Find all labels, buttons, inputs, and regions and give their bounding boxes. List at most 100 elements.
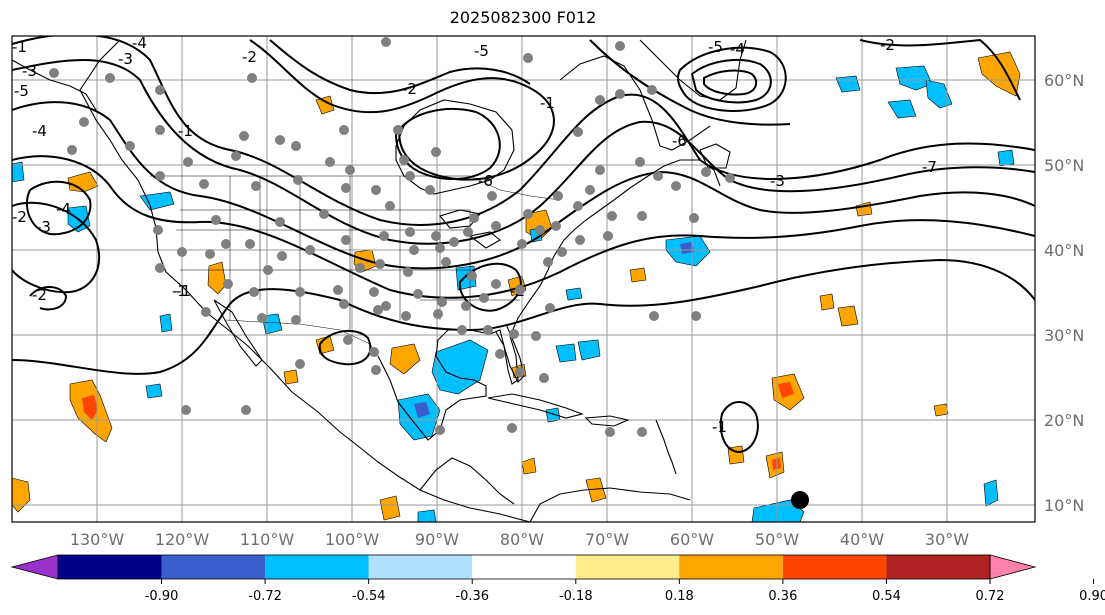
station-dot (457, 325, 467, 335)
station-dot (575, 235, 585, 245)
station-dot (491, 279, 501, 289)
lon-tick-label: 30°W (925, 530, 969, 549)
station-dot (671, 181, 681, 191)
contour-label: -4 (56, 200, 71, 218)
contour-label: -5 (708, 38, 723, 56)
station-dot (291, 315, 301, 325)
contour-label: -5 (474, 42, 489, 60)
station-dot (223, 279, 233, 289)
contour-label: -4 (132, 34, 147, 52)
station-dot (603, 231, 613, 241)
station-dot (409, 245, 419, 255)
station-dot (339, 299, 349, 309)
station-dot (467, 271, 477, 281)
station-dot (333, 285, 343, 295)
station-dot (495, 349, 505, 359)
contour-label: -6 (672, 132, 687, 150)
station-dot (49, 68, 59, 78)
station-dot (341, 235, 351, 245)
contour-label: -3 (118, 50, 133, 68)
station-dot (231, 151, 241, 161)
station-dot (275, 217, 285, 227)
contour-label: -3 (22, 62, 37, 80)
station-dot (491, 221, 501, 231)
colorbar-tick-label: 0.90 (1079, 589, 1105, 604)
station-dot (401, 311, 411, 321)
station-dot (381, 301, 391, 311)
colorbar-box (161, 555, 266, 579)
station-dot (199, 179, 209, 189)
station-dot (369, 287, 379, 297)
station-dot (431, 147, 441, 157)
station-dot (483, 325, 493, 335)
lat-tick-label: 10°N (1044, 496, 1084, 515)
station-dot (523, 209, 533, 219)
station-dot (413, 289, 423, 299)
station-dot (649, 311, 659, 321)
station-dot (637, 211, 647, 221)
station-dot (441, 257, 451, 267)
station-dot (371, 365, 381, 375)
station-dot (557, 247, 567, 257)
station-dot (183, 157, 193, 167)
colorbar-tick-label: 0.54 (872, 589, 901, 604)
colorbar-extend-low (10, 554, 59, 580)
lat-tick-label: 30°N (1044, 326, 1084, 345)
station-dot (405, 171, 415, 181)
station-dot (381, 37, 391, 47)
station-dot (221, 239, 231, 249)
contour-label: -6 (478, 172, 493, 190)
station-dot (515, 367, 525, 377)
station-dot (607, 211, 617, 221)
station-dot (241, 405, 251, 415)
station-dot (539, 373, 549, 383)
station-dot (211, 215, 221, 225)
lon-tick-label: 130°W (70, 530, 125, 549)
station-dot (689, 213, 699, 223)
station-dot (403, 267, 413, 277)
contour-label: -1 (540, 94, 555, 112)
colorbar: -0.90 -0.72 -0.54 -0.36 -0.18 0.18 0.36 0.54 0.7… (10, 554, 1105, 604)
contour-label: -4 (32, 122, 47, 140)
station-dot (339, 125, 349, 135)
station-dot (177, 247, 187, 257)
station-dot (345, 165, 355, 175)
station-dot (605, 427, 615, 437)
station-dot (125, 141, 135, 151)
station-dot (295, 287, 305, 297)
station-dot (105, 73, 115, 83)
lat-tick-label: 50°N (1044, 156, 1084, 175)
contour-label: -1 (712, 418, 727, 436)
station-dot (319, 209, 329, 219)
station-dot (325, 157, 335, 167)
station-dot (573, 201, 583, 211)
station-dot (249, 287, 259, 297)
station-dot (399, 155, 409, 165)
station-dot (293, 175, 303, 185)
colorbar-frame (57, 554, 991, 580)
contour-label: -1 (178, 122, 193, 140)
station-dot (369, 347, 379, 357)
lon-tick-label: 120°W (155, 530, 210, 549)
station-dot (517, 239, 527, 249)
station-dot (379, 231, 389, 241)
station-dot (181, 405, 191, 415)
station-dot (277, 251, 287, 261)
longitude-labels: 130°W 120°W 110°W 100°W 90°W 80°W 70°W 6… (70, 530, 969, 549)
contour-label: -2 (242, 48, 257, 66)
station-dot (653, 171, 663, 181)
station-dot (595, 95, 605, 105)
lon-tick-label: 50°W (755, 530, 799, 549)
contour-label: -3 (770, 172, 785, 190)
contour-label: -1 (172, 282, 187, 300)
station-dot (341, 183, 351, 193)
contour-label: -2 (880, 36, 895, 54)
station-dot (543, 257, 553, 267)
station-dot (155, 171, 165, 181)
contour-label: -4 (730, 40, 745, 58)
station-dot (79, 117, 89, 127)
contour-label: -3 (36, 218, 51, 236)
colorbar-tick-label: 0.36 (768, 589, 797, 604)
contour-label: -2 (402, 80, 417, 98)
